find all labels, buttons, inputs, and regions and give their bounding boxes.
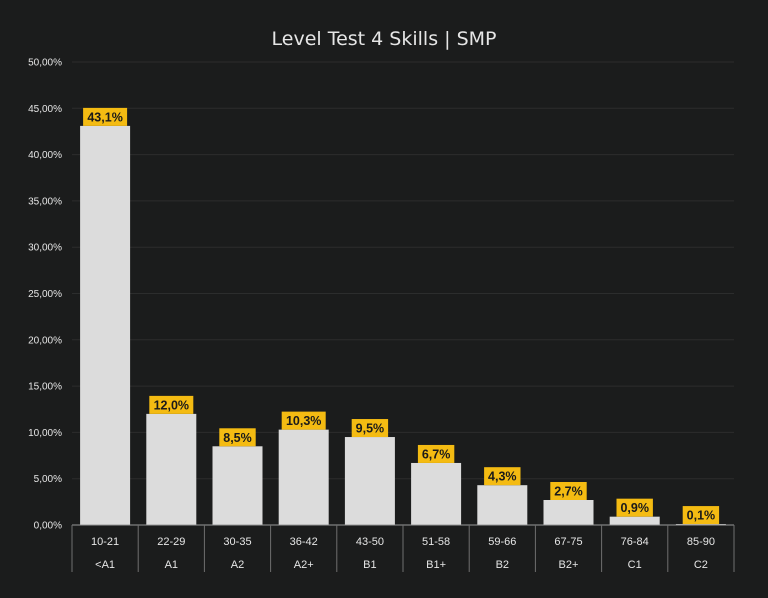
y-tick-label: 50,00% bbox=[28, 58, 62, 69]
x-tick-level: <A1 bbox=[95, 559, 115, 571]
x-tick-range: 22-29 bbox=[157, 536, 185, 548]
data-label: 10,3% bbox=[286, 414, 321, 428]
bar bbox=[609, 516, 660, 525]
data-label-box bbox=[149, 395, 194, 414]
x-tick-level: B2+ bbox=[559, 559, 579, 571]
x-axis-table: 10-21 <A1 22-29 A1 30-35 A2 36-42 A2+ 43-50 B1 51-… bbox=[71, 524, 735, 572]
x-tick-level: B2 bbox=[496, 559, 509, 571]
y-tick-label: 5,00% bbox=[34, 474, 62, 485]
data-label-box bbox=[417, 444, 455, 463]
bar bbox=[80, 125, 131, 526]
x-tick-range: 85-90 bbox=[687, 536, 715, 548]
y-tick-label: 25,00% bbox=[28, 289, 62, 300]
x-tick-range: 43-50 bbox=[356, 536, 384, 548]
y-tick-label: 10,00% bbox=[28, 428, 62, 439]
x-tick-level: A2 bbox=[231, 559, 244, 571]
x-tick-level: C1 bbox=[628, 559, 642, 571]
y-tick-label: 35,00% bbox=[28, 196, 62, 207]
x-tick-range: 76-84 bbox=[621, 536, 649, 548]
y-tick-label: 0,00% bbox=[34, 521, 62, 532]
data-label: 0,1% bbox=[687, 509, 716, 523]
data-label-box bbox=[83, 107, 128, 126]
data-label: 4,3% bbox=[488, 470, 517, 484]
x-tick-level: B1 bbox=[363, 559, 376, 571]
x-tick-level: A2+ bbox=[294, 559, 314, 571]
data-label: 9,5% bbox=[356, 422, 385, 436]
bar bbox=[212, 446, 263, 525]
data-label: 2,7% bbox=[554, 484, 583, 498]
bar bbox=[146, 413, 197, 525]
y-tick-label: 20,00% bbox=[28, 335, 62, 346]
data-label-box bbox=[351, 419, 389, 438]
y-tick-label: 30,00% bbox=[28, 243, 62, 254]
data-label: 0,9% bbox=[620, 501, 649, 515]
data-label: 6,7% bbox=[422, 447, 451, 461]
data-label: 12,0% bbox=[154, 398, 189, 412]
data-label-box bbox=[281, 411, 326, 430]
data-labels: 43,1% 12,0% 8,5% 10,3% 9,5% 6,7% 4,3% 2,7% 0,9% 0… bbox=[83, 107, 720, 525]
bar bbox=[344, 437, 395, 525]
bar bbox=[477, 485, 528, 525]
x-tick-level: A1 bbox=[165, 559, 178, 571]
data-label: 43,1% bbox=[87, 110, 122, 124]
data-label-box bbox=[550, 481, 587, 500]
y-axis-ticks: 0,00% 5,00% 10,00% 15,00% 20,00% 25,00% 30,00%… bbox=[28, 58, 62, 532]
bar bbox=[411, 462, 462, 525]
y-tick-label: 45,00% bbox=[28, 104, 62, 115]
x-tick-range: 67-75 bbox=[554, 536, 582, 548]
bar bbox=[543, 499, 594, 525]
data-label-box bbox=[219, 428, 256, 447]
x-tick-range: 36-42 bbox=[290, 536, 318, 548]
data-label: 8,5% bbox=[223, 431, 252, 445]
x-tick-range: 51-58 bbox=[422, 536, 450, 548]
x-tick-range: 30-35 bbox=[223, 536, 251, 548]
x-tick-level: B1+ bbox=[426, 559, 446, 571]
bar bbox=[278, 429, 329, 525]
data-label-box bbox=[484, 467, 521, 486]
bars bbox=[80, 125, 726, 526]
data-label-box bbox=[616, 498, 653, 517]
y-tick-label: 15,00% bbox=[28, 382, 62, 393]
data-label-box bbox=[682, 506, 720, 525]
x-tick-level: C2 bbox=[694, 559, 708, 571]
y-tick-label: 40,00% bbox=[28, 150, 62, 161]
chart-title: Level Test 4 Skills | SMP bbox=[272, 28, 497, 50]
x-tick-range: 59-66 bbox=[488, 536, 516, 548]
x-tick-range: 10-21 bbox=[91, 536, 119, 548]
